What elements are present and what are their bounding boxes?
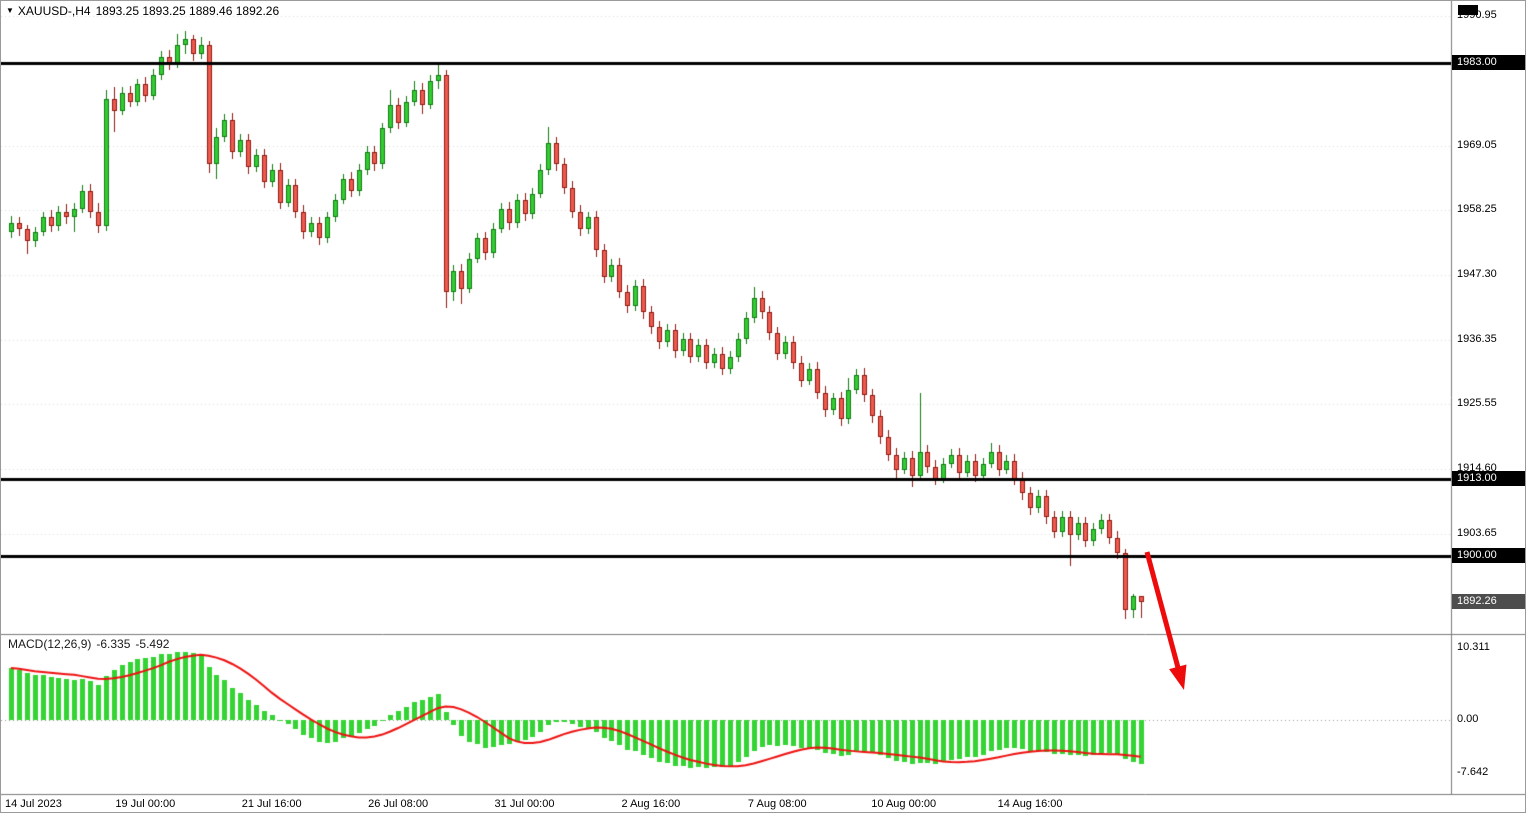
time-axis-label: 14 Aug 16:00 [997,798,1063,810]
level-price-label: 1983.00 [1452,55,1525,71]
level-price-label: 1900.00 [1452,547,1525,563]
ohlc-values: 1893.25 1893.25 1889.46 1892.26 [95,4,280,18]
time-axis-label: 19 Jul 00:00 [115,798,176,810]
price-tick-label: 1947.30 [1457,268,1497,281]
current-price-label: 1892.26 [1452,593,1525,609]
macd-indicator-label: MACD(12,26,9) -6.335 -5.492 [8,637,174,651]
price-tick-label: 1903.65 [1457,527,1497,540]
price-tick-label: 1925.55 [1457,397,1497,410]
macd-signal-value: -5.492 [135,637,170,651]
macd-scale-label: -7.642 [1457,766,1489,779]
time-axis-label: 31 Jul 00:00 [494,798,555,810]
time-axis-label: 14 Jul 2023 [5,798,62,810]
macd-scale-label: 0.00 [1457,713,1479,725]
symbol-ohlc-header: ▼ XAUUSD-,H4 1893.25 1893.25 1889.46 1892.… [6,4,284,18]
time-axis-label: 7 Aug 08:00 [747,798,807,810]
symbol-dropdown-icon[interactable]: ▼ [6,6,14,15]
time-axis-label: 26 Jul 08:00 [368,798,429,810]
symbol-period-label: XAUUSD-,H4 [17,4,91,18]
time-axis-label: 2 Aug 16:00 [621,798,681,810]
macd-title: MACD(12,26,9) [8,637,92,651]
price-tick-label: 1958.25 [1457,203,1497,216]
level-price-label: 1913.00 [1452,470,1525,486]
time-axis-label: 10 Aug 00:00 [871,798,937,810]
macd-main-value: -6.335 [96,637,131,651]
price-tick-label: 1936.35 [1457,332,1497,345]
top-right-marker [1458,5,1478,15]
price-tick-label: 1969.05 [1457,138,1497,151]
macd-scale-label: 10.311 [1457,640,1490,653]
time-axis-label: 21 Jul 16:00 [241,798,302,810]
